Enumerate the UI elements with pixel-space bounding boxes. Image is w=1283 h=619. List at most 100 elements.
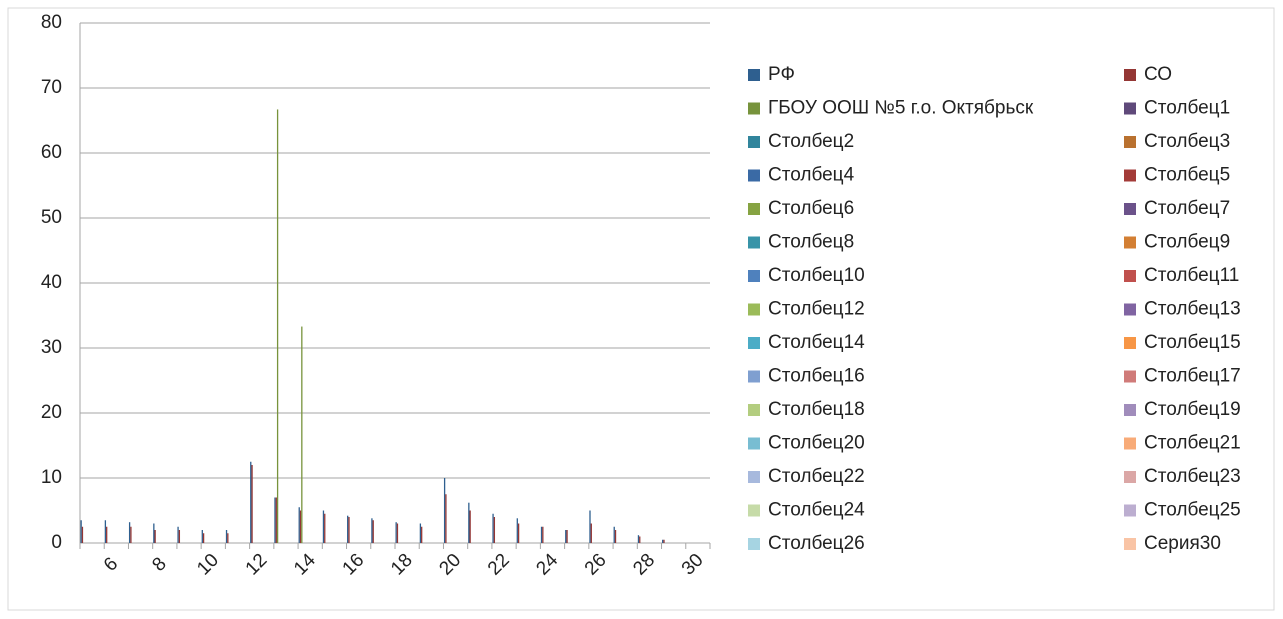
bar	[201, 530, 203, 543]
bar	[348, 517, 350, 543]
legend-label: Столбец11	[1144, 265, 1239, 286]
legend-label: Серия30	[1144, 533, 1221, 554]
legend-label: Столбец17	[1144, 366, 1241, 387]
bar	[250, 461, 252, 543]
legend-swatch	[1124, 69, 1136, 81]
y-tick-label: 60	[41, 142, 62, 163]
legend-swatch	[748, 471, 760, 483]
legend-label: Столбец14	[768, 332, 865, 353]
legend-swatch	[748, 437, 760, 450]
bar	[443, 478, 446, 543]
bar	[299, 510, 302, 543]
bar	[81, 526, 84, 543]
y-tick-label: 70	[41, 77, 62, 98]
legend-swatch	[1124, 303, 1136, 316]
legend-swatch	[1124, 337, 1136, 349]
bar	[251, 465, 253, 543]
legend-swatch	[1124, 538, 1136, 550]
bar	[445, 494, 447, 543]
bar	[128, 522, 131, 543]
bar	[227, 533, 229, 543]
legend-label: Столбец7	[1144, 198, 1230, 219]
legend-swatch	[748, 270, 760, 282]
bar	[322, 510, 325, 543]
y-tick-label: 20	[41, 402, 62, 423]
legend-label: СО	[1144, 64, 1172, 85]
y-tick-label: 50	[41, 207, 62, 228]
bar	[178, 530, 181, 543]
legend-label: Столбец10	[768, 265, 865, 286]
y-tick-label: 40	[41, 272, 62, 293]
legend-label: Столбец3	[1144, 131, 1230, 152]
bar	[298, 507, 300, 543]
legend-label: Столбец21	[1144, 433, 1241, 454]
legend-swatch	[1124, 437, 1136, 450]
legend-label: Столбец18	[768, 399, 865, 420]
bar	[662, 539, 664, 543]
legend-swatch	[748, 136, 760, 148]
legend-label: Столбец1	[1144, 98, 1230, 119]
bar	[590, 523, 592, 543]
legend-label: Столбец25	[1144, 500, 1241, 521]
bar	[275, 497, 277, 543]
bar	[104, 520, 107, 543]
bar	[468, 502, 470, 543]
legend-label: Столбец19	[1144, 399, 1241, 420]
legend-swatch	[748, 337, 760, 349]
legend-label: Столбец20	[768, 433, 865, 454]
bar	[130, 526, 132, 543]
bar	[395, 522, 397, 543]
bar	[637, 535, 640, 543]
legend-swatch	[1124, 404, 1136, 416]
bar	[421, 526, 423, 543]
legend-swatch	[1124, 504, 1136, 517]
y-tick-label: 10	[41, 467, 62, 488]
y-tick-label: 80	[41, 12, 62, 33]
legend-label: Столбец5	[1144, 165, 1230, 186]
y-tick-label: 0	[51, 532, 62, 553]
bar	[492, 513, 494, 543]
bar	[347, 515, 349, 543]
legend-label: Столбец16	[768, 366, 865, 387]
bar	[663, 539, 665, 543]
legend-label: РФ	[768, 64, 795, 85]
legend-swatch	[748, 538, 760, 550]
legend-label: Столбец26	[768, 533, 865, 554]
bar	[274, 497, 276, 543]
legend-swatch	[748, 203, 760, 215]
legend-label: Столбец2	[768, 131, 854, 152]
bar	[80, 520, 82, 543]
bar	[202, 533, 205, 543]
legend-swatch	[748, 102, 760, 115]
legend-swatch	[748, 404, 760, 416]
bar	[177, 526, 179, 543]
legend-swatch	[748, 303, 760, 316]
bar	[469, 510, 471, 543]
bar	[225, 530, 228, 543]
legend-swatch	[748, 69, 760, 81]
legend-label: Столбец22	[768, 466, 865, 487]
bar	[517, 523, 520, 543]
bar	[324, 513, 326, 543]
bar	[301, 326, 303, 543]
bar	[493, 517, 496, 543]
legend-swatch	[1124, 169, 1136, 182]
bar	[372, 520, 374, 543]
legend-swatch	[1124, 102, 1136, 115]
bar	[276, 109, 279, 543]
bar	[639, 536, 641, 543]
legend-label: ГБОУ ООШ №5 г.о. Октябрьск	[768, 98, 1034, 119]
bar	[540, 526, 543, 543]
bar	[371, 518, 373, 543]
legend-swatch	[1124, 136, 1136, 148]
legend-swatch	[748, 169, 760, 182]
legend-label: Столбец6	[768, 198, 854, 219]
legend-label: Столбец23	[1144, 466, 1241, 487]
y-tick-label: 30	[41, 337, 62, 358]
chart-frame	[7, 7, 1275, 611]
legend-label: Столбец13	[1144, 299, 1241, 320]
legend-swatch	[1124, 471, 1136, 483]
bar	[396, 523, 399, 543]
legend-label: Столбец4	[768, 165, 855, 186]
bar	[542, 526, 544, 543]
